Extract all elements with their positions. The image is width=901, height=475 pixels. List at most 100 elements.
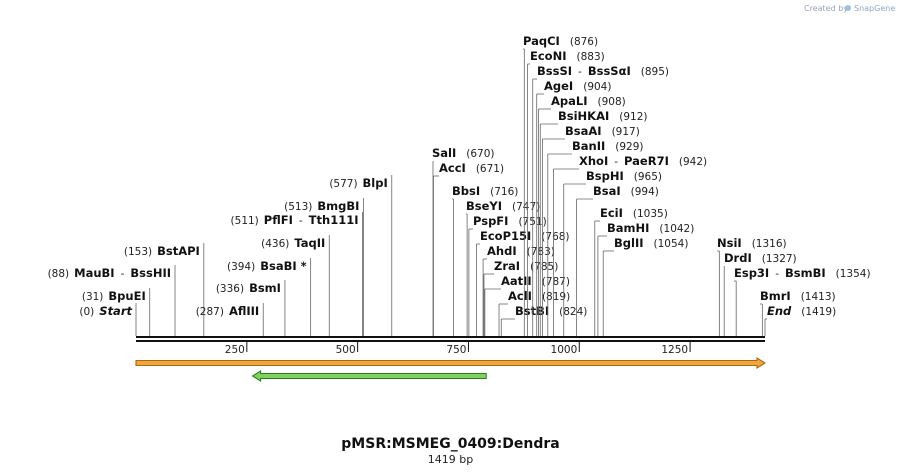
site-bsai: BsaI (994) <box>576 184 659 336</box>
site-name: AflIII <box>229 304 259 318</box>
site-name: PflFI <box>264 213 293 227</box>
site-pflfi: PflFI (511) - Tth111I <box>231 212 363 336</box>
site-name: AccI <box>439 161 466 175</box>
site-name: BseYI <box>466 199 502 213</box>
site-position: (670) <box>466 148 494 160</box>
site-position: (783) <box>527 246 555 258</box>
site-zrai: ZraI (785) <box>483 259 558 336</box>
site-position: (1413) <box>801 291 836 303</box>
map-length: 1419 bp <box>428 453 473 466</box>
site-name: EcoP15I <box>480 229 531 243</box>
site-name: BmgBI <box>317 199 359 213</box>
site-sali: SalI (670) <box>432 146 495 336</box>
site-position: (436) <box>261 238 289 250</box>
site-name: BspHI <box>586 169 624 183</box>
site-name: ApaLI <box>551 94 588 108</box>
site-position: (908) <box>598 96 626 108</box>
site-name: BstAPI <box>157 244 200 258</box>
site-name: BpuEI <box>108 289 145 303</box>
site-position: (904) <box>583 81 611 93</box>
site-bseyi: BseYI (747) <box>466 199 540 336</box>
site-position: (768) <box>541 231 569 243</box>
axis-tick-label: 1000 <box>551 344 578 356</box>
site-position: (1327) <box>762 253 797 265</box>
axis-tick-label: 750 <box>446 344 466 356</box>
site-position: (88) <box>48 268 70 280</box>
site-isoschizomer: Tth111I <box>309 213 359 227</box>
site-name: TaqII <box>294 236 325 250</box>
site-position: (819) <box>542 291 570 303</box>
site-bsaai: BsaAI (917) <box>542 124 640 336</box>
site-acli: AclI (819) <box>498 289 570 336</box>
restriction-sites: Start(0)BpuEI(31)MauBI(88) - BssHIIBstAPI(… <box>48 34 871 336</box>
site-position: (895) <box>641 66 669 78</box>
site-separator: - <box>299 215 303 227</box>
site-bsssi: BssSI (895) - BssSαI <box>532 64 669 336</box>
site-separator: - <box>578 66 582 78</box>
site-esp3i: Esp3I (1354) - BsmBI <box>734 266 871 336</box>
site-pspfi: PspFI (751) <box>468 214 547 336</box>
site-bbsi: BbsI (716) <box>452 184 518 336</box>
site-position: (824) <box>559 306 587 318</box>
site-position: (785) <box>530 261 558 273</box>
site-name: MauBI <box>74 266 114 280</box>
site-xhoi: XhoI (942) - PaeR7I <box>553 154 707 336</box>
site-position: (511) <box>231 215 259 227</box>
site-position: (1316) <box>752 238 787 250</box>
site-ecop15i: EcoP15I (768) <box>476 229 570 336</box>
site-name: End <box>767 304 792 318</box>
site-name: BsmI <box>249 281 281 295</box>
site-bstbi: BstBI (824) <box>500 304 587 336</box>
site-bpuei: BpuEI (31) <box>82 288 151 336</box>
site-bsihkai: BsiHKAI (912) <box>539 109 648 336</box>
axis-tick-label: 500 <box>336 344 356 356</box>
site-position: (513) <box>284 201 312 213</box>
site-name: PaqCI <box>523 34 560 48</box>
site-name: NsiI <box>717 236 742 250</box>
site-position: (1354) <box>836 268 871 280</box>
site-ecii: EciI (1035) <box>594 206 668 336</box>
site-position: (912) <box>619 111 647 123</box>
site-name: BbsI <box>452 184 480 198</box>
site-name: PspFI <box>473 214 508 228</box>
orange-feature-arrow <box>135 357 767 369</box>
site-name: BsiHKAI <box>558 109 609 123</box>
site-position: (0) <box>79 306 94 318</box>
site-banii: BanII (929) <box>547 139 644 336</box>
site-name: BlpI <box>363 176 388 190</box>
site-name: BanII <box>572 139 605 153</box>
features <box>135 357 767 382</box>
site-position: (577) <box>329 178 357 190</box>
site-position: (336) <box>216 283 244 295</box>
site-position: (994) <box>631 186 659 198</box>
site-apali: ApaLI (908) <box>538 94 626 336</box>
site-isoschizomer: BssSαI <box>588 64 631 78</box>
site-position: (716) <box>490 186 518 198</box>
site-bmri: BmrI (1413) <box>760 289 836 336</box>
site-position: (1042) <box>659 223 694 235</box>
site-bglii: BglII (1054) <box>602 236 689 336</box>
site-position: (929) <box>615 141 643 153</box>
site-maubi: MauBI (88) - BssHII <box>48 265 176 336</box>
site-position: (153) <box>124 246 152 258</box>
site-name: AgeI <box>544 79 573 93</box>
site-position: (1035) <box>633 208 668 220</box>
site-isoschizomer: PaeR7I <box>624 154 669 168</box>
site-name: BamHI <box>607 221 649 235</box>
credit-brand: SnapGene <box>854 4 895 13</box>
site-taqii: TaqII (436) <box>261 235 330 336</box>
site-position: (1054) <box>654 238 689 250</box>
site-name: BssSI <box>537 64 572 78</box>
snapgene-logo-icon <box>845 5 851 11</box>
site-name: BmrI <box>760 289 791 303</box>
site-bsphi: BspHI (965) <box>563 169 662 336</box>
credit-prefix: Created by <box>804 4 848 13</box>
site-separator: - <box>775 268 779 280</box>
site-name: BsaI <box>593 184 621 198</box>
site-name: EciI <box>600 206 623 220</box>
site-position: (671) <box>476 163 504 175</box>
site-name: AclI <box>508 289 532 303</box>
site-position: (787) <box>542 276 570 288</box>
site-position: (942) <box>679 156 707 168</box>
green-feature-arrow <box>251 370 487 382</box>
